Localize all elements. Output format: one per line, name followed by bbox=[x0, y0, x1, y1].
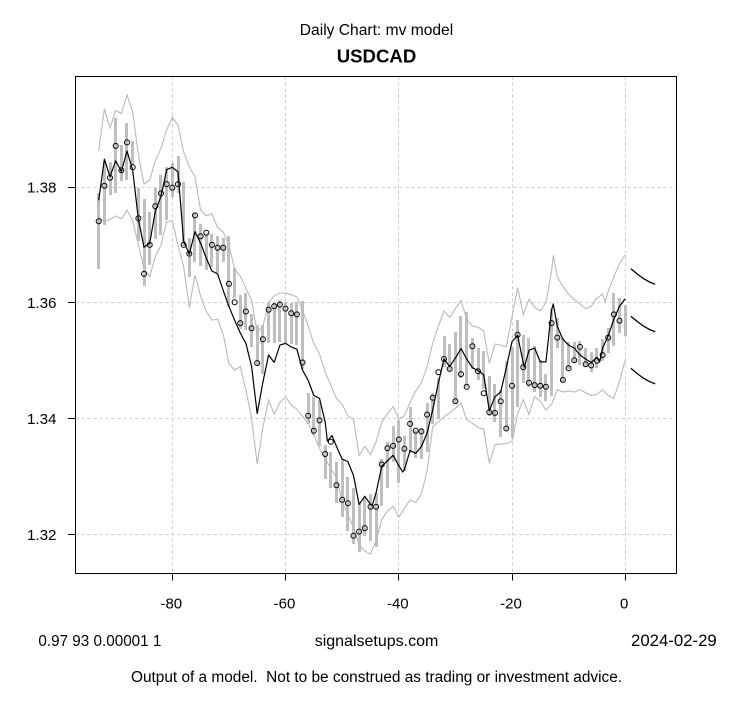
svg-text:0: 0 bbox=[620, 596, 628, 613]
svg-text:USDCAD: USDCAD bbox=[337, 46, 417, 67]
svg-text:1.32: 1.32 bbox=[27, 527, 57, 544]
svg-text:Output of a model. Not to be: Output of a model. Not to be construed a… bbox=[131, 669, 622, 686]
svg-text:signalsetups.com: signalsetups.com bbox=[315, 633, 439, 650]
svg-text:-40: -40 bbox=[387, 596, 409, 613]
svg-text:1.38: 1.38 bbox=[27, 179, 57, 196]
svg-text:-80: -80 bbox=[160, 596, 182, 613]
svg-text:1.34: 1.34 bbox=[27, 411, 57, 428]
svg-text:1.36: 1.36 bbox=[27, 295, 57, 312]
svg-text:-20: -20 bbox=[500, 596, 522, 613]
svg-text:2024-02-29: 2024-02-29 bbox=[631, 631, 717, 650]
svg-text:0.97 93 0.00001 1: 0.97 93 0.00001 1 bbox=[38, 633, 161, 650]
svg-text:-60: -60 bbox=[274, 596, 296, 613]
svg-text:Daily Chart: mv model: Daily Chart: mv model bbox=[300, 22, 453, 39]
